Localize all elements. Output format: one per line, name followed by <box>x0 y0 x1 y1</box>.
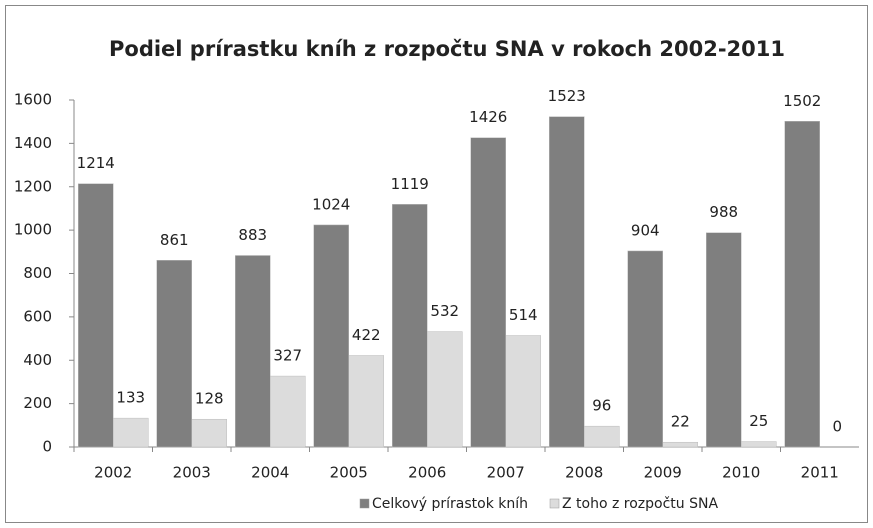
y-tick-label: 1600 <box>14 91 52 109</box>
bar <box>470 137 506 448</box>
data-label: 422 <box>352 326 381 344</box>
bar <box>348 355 384 448</box>
data-label: 904 <box>631 221 660 239</box>
data-label: 883 <box>238 226 267 244</box>
x-tick-label: 2003 <box>173 464 211 482</box>
bar <box>584 425 620 448</box>
bar <box>113 417 149 448</box>
bar <box>235 255 271 448</box>
y-tick-label: 0 <box>42 438 52 456</box>
data-label: 988 <box>709 203 738 221</box>
bar <box>392 204 428 448</box>
legend-label: Celkový prírastok kníh <box>372 496 528 512</box>
y-tick-label: 600 <box>23 307 52 325</box>
data-label: 1119 <box>391 175 429 193</box>
data-label: 861 <box>160 231 189 249</box>
x-tick-label: 2002 <box>94 464 132 482</box>
data-label: 133 <box>116 389 145 407</box>
bar <box>156 260 192 448</box>
bar <box>78 183 114 448</box>
data-label: 1024 <box>312 195 350 213</box>
data-label: 25 <box>749 412 768 430</box>
y-tick-label: 800 <box>23 264 52 282</box>
legend-label: Z toho z rozpočtu SNA <box>562 496 718 512</box>
data-label: 327 <box>273 347 302 365</box>
x-tick-label: 2004 <box>251 464 289 482</box>
legend-swatch <box>359 498 370 509</box>
data-label: 96 <box>592 397 611 415</box>
x-tick-label: 2010 <box>722 464 760 482</box>
data-label: 1502 <box>783 92 821 110</box>
y-tick-label: 1200 <box>14 177 52 195</box>
y-tick-label: 1400 <box>14 134 52 152</box>
data-label: 532 <box>430 302 459 320</box>
x-tick-label: 2005 <box>330 464 368 482</box>
x-tick-label: 2007 <box>487 464 525 482</box>
x-tick-label: 2006 <box>408 464 446 482</box>
bar <box>627 250 663 448</box>
data-label: 1523 <box>548 87 586 105</box>
bar <box>270 375 306 448</box>
bar <box>427 331 463 448</box>
x-tick-label: 2011 <box>801 464 839 482</box>
x-tick-label: 2009 <box>644 464 682 482</box>
legend-swatch <box>549 498 560 509</box>
bar <box>741 441 777 448</box>
bar <box>706 232 742 448</box>
bar <box>549 116 585 448</box>
x-tick-label: 2008 <box>565 464 603 482</box>
bar <box>313 224 349 448</box>
data-label: 514 <box>509 306 538 324</box>
bar <box>784 121 820 448</box>
bar <box>191 418 227 448</box>
y-tick-label: 400 <box>23 351 52 369</box>
data-label: 0 <box>832 418 842 436</box>
data-label: 22 <box>671 413 690 431</box>
bar <box>505 335 541 448</box>
data-label: 1214 <box>77 154 115 172</box>
data-label: 1426 <box>469 108 507 126</box>
y-tick-label: 200 <box>23 394 52 412</box>
chart-title: Podiel prírastku kníh z rozpočtu SNA v r… <box>109 37 785 61</box>
y-tick-label: 1000 <box>14 221 52 239</box>
bar <box>662 441 698 448</box>
data-label: 128 <box>195 390 224 408</box>
